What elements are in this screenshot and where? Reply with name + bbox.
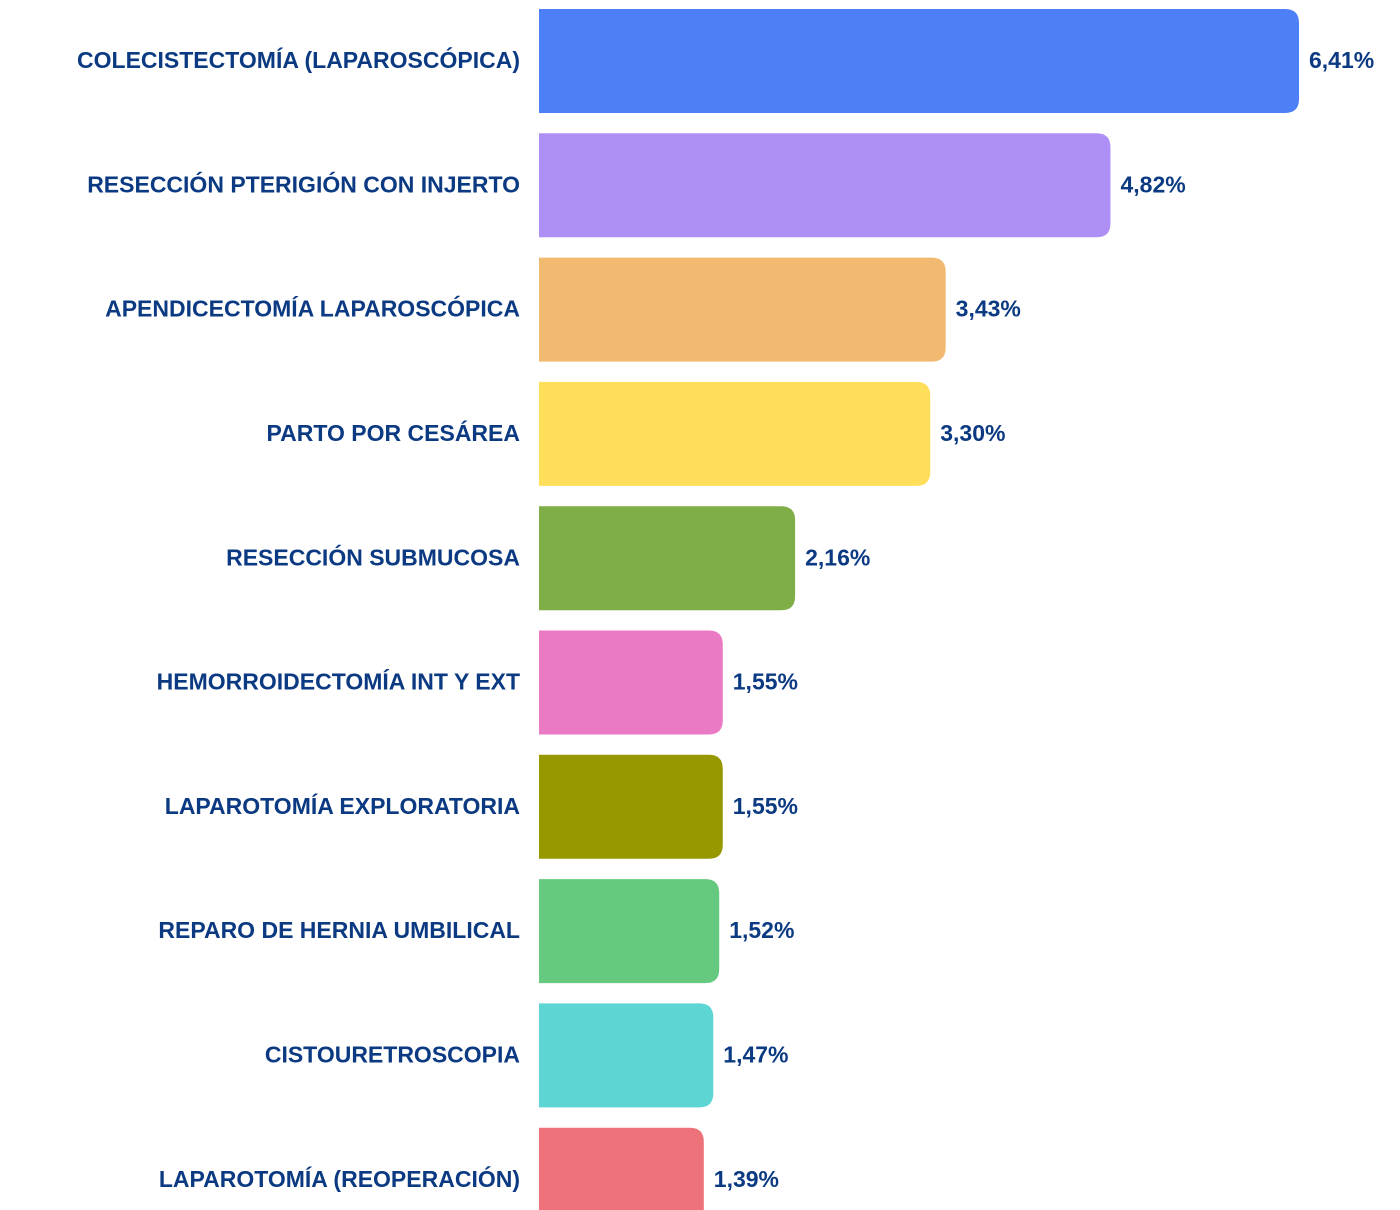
value-label: 1,47%	[723, 1041, 788, 1067]
bar	[539, 754, 723, 859]
bar	[539, 133, 1111, 238]
value-label: 1,39%	[714, 1166, 779, 1192]
category-label: COLECISTECTOMÍA (LAPAROSCÓPICA)	[77, 46, 520, 73]
value-label: 3,30%	[940, 420, 1005, 446]
bar	[539, 257, 946, 362]
value-label: 4,82%	[1120, 171, 1185, 197]
category-label: REPARO DE HERNIA UMBILICAL	[158, 917, 520, 943]
bar	[539, 1003, 714, 1108]
value-label: 2,16%	[805, 544, 870, 570]
category-label: PARTO POR CESÁREA	[267, 419, 520, 446]
value-label: 1,55%	[733, 669, 798, 695]
value-label: 1,52%	[729, 917, 794, 943]
category-label: RESECCIÓN SUBMUCOSA	[226, 543, 520, 570]
category-label: LAPAROTOMÍA EXPLORATORIA	[165, 792, 520, 819]
bar	[539, 1127, 704, 1210]
value-label: 1,55%	[733, 793, 798, 819]
category-label: APENDICECTOMÍA LAPAROSCÓPICA	[105, 295, 520, 322]
bar	[539, 630, 723, 735]
category-label: RESECCIÓN PTERIGIÓN CON INJERTO	[87, 170, 520, 197]
value-label: 3,43%	[956, 296, 1021, 322]
value-label: 6,41%	[1309, 47, 1374, 73]
category-label: LAPAROTOMÍA (REOPERACIÓN)	[159, 1165, 520, 1192]
category-label: HEMORROIDECTOMÍA INT Y EXT	[157, 668, 520, 695]
bar	[539, 381, 931, 486]
bar	[539, 506, 796, 611]
bar	[539, 9, 1299, 113]
bar	[539, 879, 720, 984]
category-label: CISTOURETROSCOPIA	[265, 1041, 520, 1067]
